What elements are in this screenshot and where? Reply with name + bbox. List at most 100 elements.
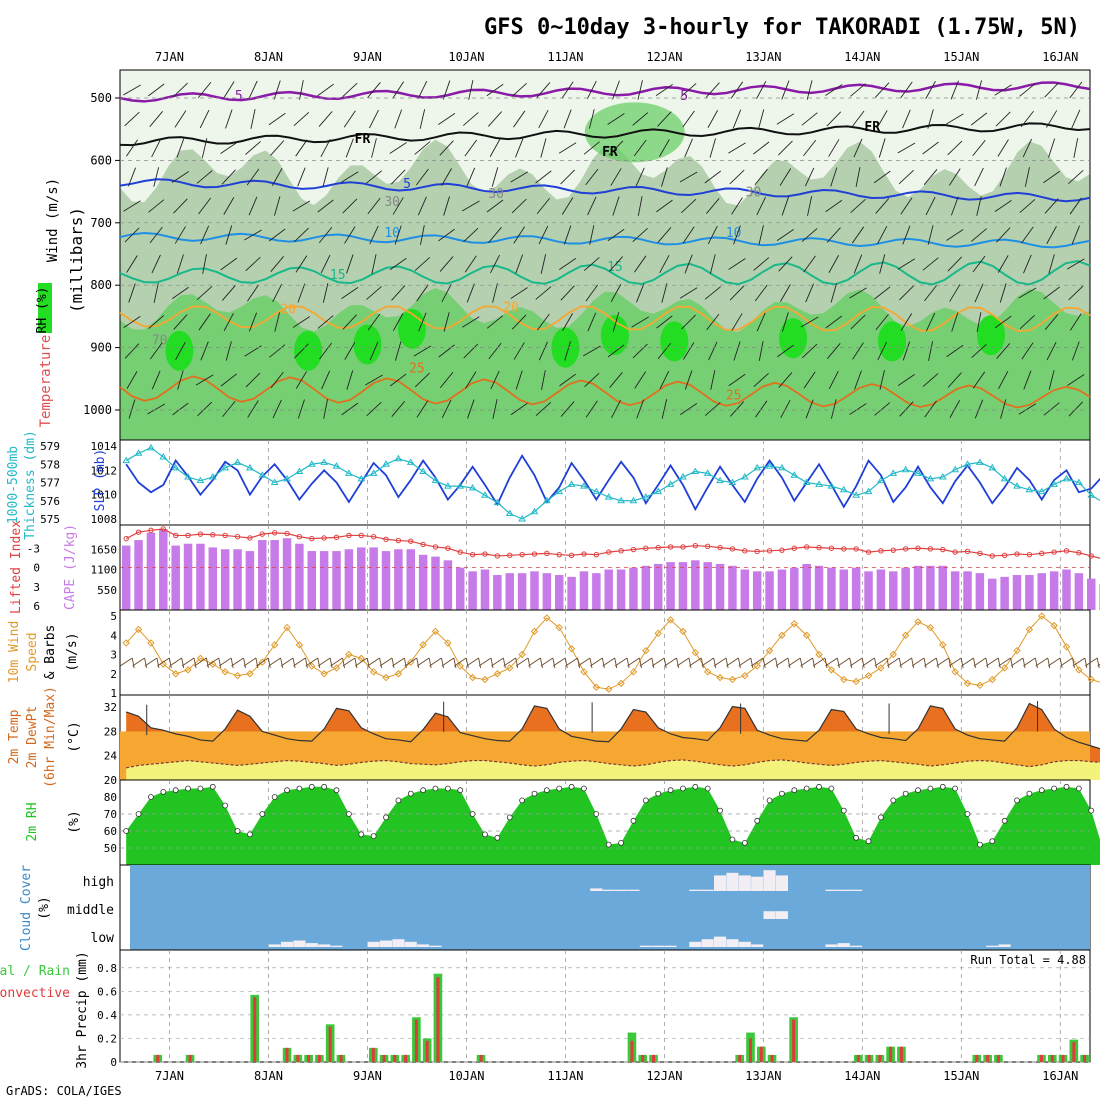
precip-convective-bar xyxy=(1061,1054,1065,1062)
cloud-bar-middle xyxy=(775,911,788,919)
wind-barb xyxy=(754,168,768,186)
wind-barb xyxy=(970,112,988,126)
thickness-marker xyxy=(134,449,143,456)
wind-barb xyxy=(684,370,693,390)
wind-barb xyxy=(1019,83,1036,97)
wind-barb xyxy=(149,111,163,127)
date-label-top: 12JAN xyxy=(646,50,682,64)
wind-barb xyxy=(441,399,452,419)
wind-speed-marker xyxy=(963,679,972,688)
wind-barb xyxy=(707,225,718,245)
contour-5c xyxy=(119,178,1091,203)
thickness-marker xyxy=(307,460,316,467)
wind-barb xyxy=(462,316,480,328)
wind-barb xyxy=(492,399,498,419)
wind-barb xyxy=(998,370,1009,390)
wind-barb xyxy=(923,169,938,185)
wind-barb xyxy=(946,229,964,241)
surface-wind-barb-flag xyxy=(515,657,519,669)
y-tick-label: 600 xyxy=(90,153,112,167)
rh2m-marker xyxy=(865,838,872,845)
surface-wind-barb xyxy=(862,657,875,667)
surface-wind-barb xyxy=(812,657,826,667)
wind-barb xyxy=(124,111,140,127)
rh2m-marker xyxy=(791,787,798,794)
wind-barb xyxy=(782,312,789,332)
wind-speed-marker xyxy=(555,623,563,632)
wind-speed-marker xyxy=(506,664,514,672)
cloud-bar-low xyxy=(429,945,442,947)
temp2m-panel: 20 24 28 32 2m Temp 2m DewPt (6hr Min/Max) (°C) xyxy=(7,686,1100,788)
surface-wind-barb xyxy=(268,657,281,667)
cape-bar xyxy=(1025,575,1034,610)
li-marker xyxy=(717,544,723,551)
surface-wind-barb xyxy=(317,657,331,667)
cape-bar xyxy=(282,538,292,610)
wind-barb xyxy=(608,256,624,272)
rh2m-marker xyxy=(296,785,303,792)
thickness-marker xyxy=(852,491,861,498)
li-marker xyxy=(457,549,463,555)
cape-bar xyxy=(728,565,737,610)
wind-barb xyxy=(684,254,693,274)
li-marker xyxy=(383,536,389,542)
rh2m-area xyxy=(126,786,1100,865)
wind-barb xyxy=(319,342,332,360)
li-marker xyxy=(593,551,600,558)
thickness-marker xyxy=(184,473,192,480)
rh2m-marker xyxy=(407,790,414,797)
axis-label-millibars: (millibars) xyxy=(67,207,86,313)
wind-barb xyxy=(801,112,818,126)
li-marker xyxy=(729,546,736,552)
surface-wind-barb-flag xyxy=(144,657,147,669)
wind-barb xyxy=(225,225,233,245)
precip-convective-bar xyxy=(759,1046,763,1062)
cloud-bar-low xyxy=(714,936,727,947)
thickness-marker xyxy=(1013,482,1021,489)
rh-high-blob xyxy=(660,321,689,362)
dewpoint-line xyxy=(126,759,1100,769)
surface-wind-barb xyxy=(243,657,257,667)
axis-label-2m-temp: 2m Temp xyxy=(7,709,22,764)
thickness-marker xyxy=(728,478,737,485)
precip-tick-label: 0 xyxy=(110,1056,117,1069)
cape-bar xyxy=(975,573,985,610)
surface-wind-barb-flag xyxy=(663,657,667,669)
wind-barb xyxy=(635,167,645,187)
thickness-marker xyxy=(1025,485,1034,493)
li-tick-label: 0 xyxy=(33,562,40,575)
wind-barb xyxy=(511,314,527,330)
surface-wind-barb xyxy=(355,657,368,667)
li-marker xyxy=(766,548,773,554)
wind-barb xyxy=(729,169,745,185)
cape-bar xyxy=(245,551,255,610)
rh2m-marker xyxy=(667,787,674,794)
cape-bar xyxy=(604,569,613,610)
wind-barb xyxy=(897,258,916,270)
wind-barb xyxy=(344,342,356,360)
precip-convective-bar xyxy=(339,1054,343,1062)
rh2m-marker xyxy=(209,783,216,790)
wind-barb xyxy=(830,167,838,187)
wind-barb xyxy=(223,197,235,215)
wind-barb xyxy=(950,196,959,216)
wind-barb xyxy=(318,111,333,127)
cape-bar xyxy=(183,543,193,610)
wind-barb xyxy=(585,284,599,302)
li-marker xyxy=(803,544,810,550)
surface-wind-barb xyxy=(726,657,739,667)
rh2m-marker xyxy=(704,785,711,792)
surface-wind-barb-flag xyxy=(1022,657,1026,669)
axis-label-cloud-units: (%) xyxy=(37,896,52,919)
wind-barb xyxy=(612,196,620,216)
wind-speed-marker xyxy=(1013,646,1021,655)
rh2m-marker xyxy=(333,787,340,794)
wind-barb xyxy=(710,370,716,390)
wind-barb xyxy=(1068,285,1084,301)
date-label-bottom: 12JAN xyxy=(646,1069,682,1083)
wind-speed-marker xyxy=(679,627,687,636)
wind-barb xyxy=(464,139,478,157)
surface-wind-barb xyxy=(293,657,306,667)
wind-barb xyxy=(778,140,793,156)
wind-barb xyxy=(323,399,328,419)
